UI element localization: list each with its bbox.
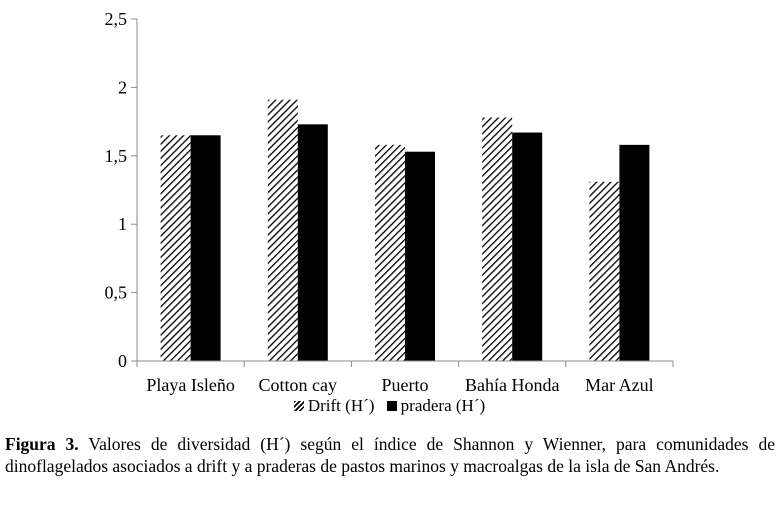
legend-swatch-hatched: [293, 401, 304, 411]
x-tick-label: Playa Isleño: [146, 375, 234, 395]
x-tick-label: Puerto: [382, 375, 429, 395]
y-tick-label: 1: [118, 214, 127, 234]
y-tick-label: 1,5: [105, 146, 128, 166]
legend: Drift (H´) pradera (H´): [0, 396, 779, 416]
x-axis-ticks: Playa Isleño Cotton cay Puerto Bahía Honda M…: [136, 361, 674, 395]
bar-drift: [375, 144, 405, 361]
bar-drift: [160, 135, 191, 361]
y-tick-label: 0,5: [105, 283, 128, 303]
bar-pradera: [512, 132, 543, 361]
bar-pradera: [297, 124, 328, 361]
legend-label-drift: Drift (H´): [307, 396, 375, 415]
x-tick-label: Bahía Honda: [465, 375, 559, 395]
x-tick-label: Mar Azul: [585, 375, 653, 395]
y-tick-label: 0: [118, 351, 127, 371]
y-tick-label: 2: [118, 77, 127, 97]
legend-item-pradera: pradera (H´): [386, 396, 486, 416]
legend-swatch-solid: [386, 401, 397, 411]
y-tick-label: 2,5: [105, 9, 128, 29]
y-axis-ticks: 0 0,5 1 1,5 2 2,5: [105, 9, 137, 371]
bar-chart: 0 0,5 1 1,5 2 2,5 Playa Isleño Cotton cay Puert…: [105, 9, 674, 395]
bar-pradera: [405, 151, 435, 361]
caption-label: Figura 3.: [5, 434, 79, 454]
legend-label-pradera: pradera (H´): [400, 396, 486, 415]
bar-pradera: [190, 135, 221, 361]
bar-pradera: [619, 144, 650, 361]
figure-caption: Figura 3. Valores de diversidad (H´) seg…: [5, 433, 775, 477]
bars: [160, 99, 650, 361]
x-tick-label: Cotton cay: [259, 375, 338, 395]
bar-drift: [482, 117, 513, 361]
axes: [136, 19, 673, 362]
bar-drift: [267, 99, 298, 361]
caption-text: Valores de diversidad (H´) según el índi…: [5, 434, 775, 476]
legend-item-drift: Drift (H´): [293, 396, 375, 416]
bar-drift: [589, 181, 620, 361]
